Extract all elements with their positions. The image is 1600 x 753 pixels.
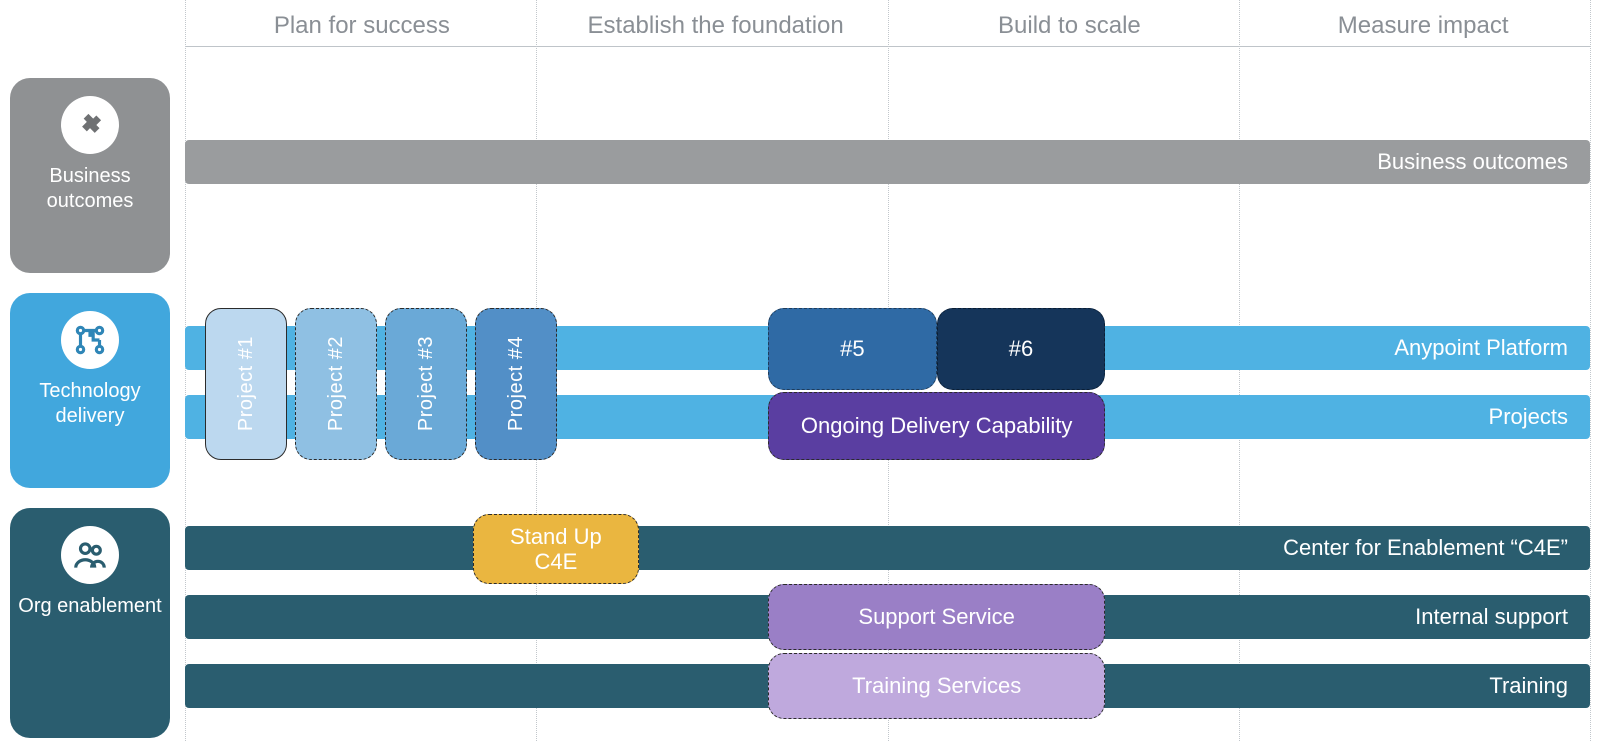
swimlane-card-technology: Technology delivery bbox=[10, 293, 170, 488]
gridline bbox=[1590, 0, 1591, 741]
project-label: Project #1 bbox=[235, 336, 258, 431]
chip-label: Training Services bbox=[852, 673, 1021, 698]
project-box: Project #2 bbox=[295, 308, 377, 460]
lane-bar-label: Center for Enablement “C4E” bbox=[1283, 535, 1568, 561]
chip-label: Ongoing Delivery Capability bbox=[801, 413, 1072, 438]
project-box: Project #3 bbox=[385, 308, 467, 460]
chip-proj5: #5 bbox=[768, 308, 937, 390]
swimlane-label: Org enablement bbox=[10, 594, 170, 627]
project-label: Project #4 bbox=[505, 336, 528, 431]
chip-label: Stand Up C4E bbox=[510, 524, 602, 575]
project-box: Project #1 bbox=[205, 308, 287, 460]
chip-proj6: #6 bbox=[937, 308, 1106, 390]
lane-bar-label: Projects bbox=[1489, 404, 1568, 430]
chip-standup: Stand Up C4E bbox=[473, 514, 639, 584]
circuit-icon bbox=[61, 311, 119, 369]
lane-area: Business outcomes Anypoint Platform Projec… bbox=[185, 0, 1590, 753]
project-label: Project #3 bbox=[415, 336, 438, 431]
swimlane-card-org: Org enablement bbox=[10, 508, 170, 738]
lane-bar: Center for Enablement “C4E” bbox=[185, 526, 1590, 570]
lane-bar-label: Internal support bbox=[1415, 604, 1568, 630]
lane-bar-label: Anypoint Platform bbox=[1394, 335, 1568, 361]
swimlane-label: Business outcomes bbox=[10, 164, 170, 222]
chip-support: Support Service bbox=[768, 584, 1105, 650]
chip-training: Training Services bbox=[768, 653, 1105, 719]
chip-label: #5 bbox=[840, 336, 864, 361]
lane-bar: Business outcomes bbox=[185, 140, 1590, 184]
project-label: Project #2 bbox=[325, 336, 348, 431]
lane-bar-label: Business outcomes bbox=[1377, 149, 1568, 175]
swimlane-card-business: Business outcomes bbox=[10, 78, 170, 273]
project-box: Project #4 bbox=[475, 308, 557, 460]
handshake-icon bbox=[61, 96, 119, 154]
swimlane-label: Technology delivery bbox=[10, 379, 170, 437]
chip-label: #6 bbox=[1009, 336, 1033, 361]
chip-label: Support Service bbox=[858, 604, 1015, 629]
lane-bar-label: Training bbox=[1489, 673, 1568, 699]
people-icon bbox=[61, 526, 119, 584]
chip-ongoing: Ongoing Delivery Capability bbox=[768, 392, 1105, 460]
